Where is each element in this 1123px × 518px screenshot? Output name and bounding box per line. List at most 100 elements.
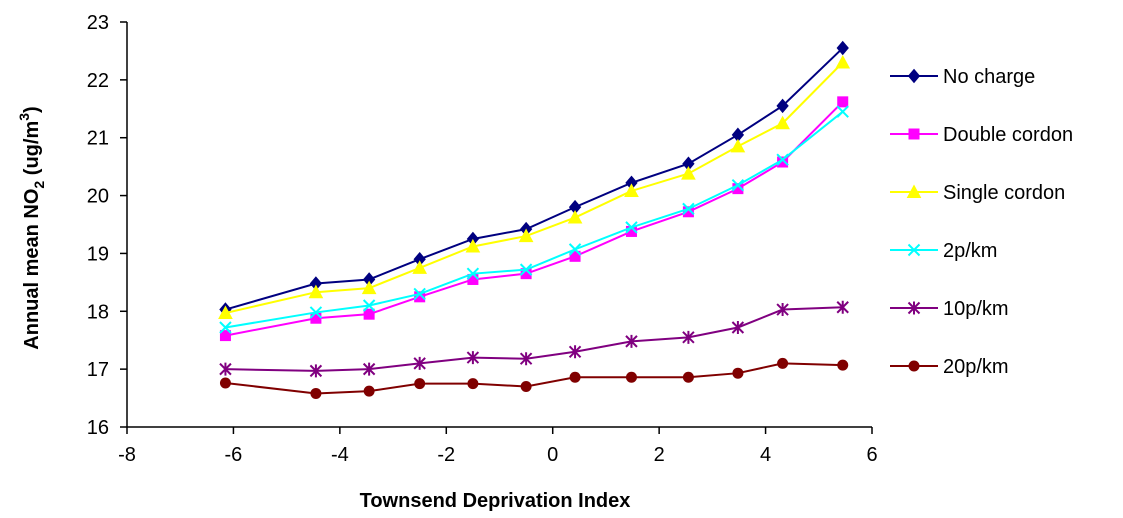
legend-marker — [906, 184, 922, 198]
data-point — [835, 54, 851, 69]
data-point — [836, 40, 849, 56]
data-point — [682, 202, 695, 216]
data-point — [567, 210, 583, 224]
data-point — [520, 268, 532, 280]
data-point — [413, 356, 426, 370]
data-point — [218, 305, 233, 320]
series-1 — [219, 96, 849, 342]
data-point — [219, 377, 231, 389]
legend-item: 20p/km — [890, 356, 1009, 378]
series-line — [225, 110, 844, 329]
x-tick-label: 2 — [654, 444, 665, 466]
legend-item: Single cordon — [890, 182, 1065, 204]
plot-area: 16 17 18 19 20 21 22 23 -8 -6 -4 -2 0 2 4 6 — [87, 12, 878, 466]
series-line — [225, 61, 844, 314]
series-3 — [219, 105, 849, 334]
legend-label: Single cordon — [943, 182, 1065, 204]
data-point — [361, 280, 377, 295]
y-tick-label: 23 — [87, 12, 109, 34]
data-point — [363, 385, 375, 397]
x-tick-label: 6 — [866, 444, 877, 466]
legend-item: 10p/km — [890, 298, 1009, 320]
data-point — [681, 166, 696, 180]
legend: No charge Double cordon Single cordon 2p/km… — [890, 66, 1073, 378]
data-point — [310, 312, 322, 324]
data-point — [625, 225, 637, 237]
data-point — [466, 267, 480, 280]
legend-item: 2p/km — [890, 240, 997, 262]
x-tick-label: -8 — [118, 444, 136, 466]
data-point — [362, 362, 376, 376]
data-point — [568, 243, 582, 256]
series-4 — [219, 300, 849, 378]
data-point — [467, 273, 479, 285]
data-point — [412, 260, 428, 274]
y-tick-label: 22 — [87, 70, 109, 92]
series-5 — [219, 357, 849, 399]
data-point — [836, 300, 849, 314]
x-ticks: -8 -6 -4 -2 0 2 4 6 — [118, 427, 878, 466]
series-line — [225, 101, 844, 337]
series-line — [225, 306, 843, 372]
y-tick-label: 20 — [87, 186, 109, 208]
data-point — [518, 228, 534, 243]
data-point — [466, 351, 480, 365]
data-point — [837, 359, 849, 371]
legend-label: Double cordon — [943, 124, 1073, 146]
data-point — [519, 263, 533, 276]
x-tick-label: 0 — [547, 444, 558, 466]
legend-marker — [908, 360, 920, 372]
data-point — [363, 308, 375, 320]
data-point — [682, 371, 694, 383]
data-point — [731, 178, 745, 192]
data-point — [776, 153, 789, 166]
data-point — [682, 330, 695, 344]
series-2 — [218, 54, 851, 320]
x-tick-label: -4 — [331, 444, 349, 466]
x-axis-title: Townsend Deprivation Index — [360, 490, 631, 512]
data-point — [219, 362, 232, 376]
data-point — [624, 183, 639, 197]
legend-marker — [907, 243, 921, 257]
data-point — [776, 303, 789, 317]
y-tick-label: 17 — [87, 359, 109, 381]
legend-item: No charge — [890, 66, 1035, 88]
y-tick-label: 21 — [87, 128, 109, 150]
y-tick-label: 16 — [87, 417, 109, 439]
data-point — [519, 352, 533, 366]
data-point — [732, 183, 744, 195]
data-point — [219, 321, 232, 334]
legend-marker — [908, 128, 920, 140]
data-point — [308, 284, 324, 299]
data-point — [569, 250, 581, 262]
data-point — [362, 299, 376, 312]
data-point — [730, 138, 746, 153]
data-point — [775, 115, 790, 130]
data-point — [414, 291, 426, 303]
data-point — [625, 221, 638, 234]
data-point — [219, 330, 231, 342]
x-tick-label: 4 — [760, 444, 771, 466]
data-point — [568, 345, 582, 359]
data-point — [625, 334, 638, 348]
legend-marker — [907, 301, 921, 315]
y-tick-label: 18 — [87, 301, 109, 323]
series-0 — [219, 40, 849, 317]
data-point — [414, 378, 426, 390]
data-point — [520, 381, 532, 392]
data-point — [777, 357, 789, 369]
data-point — [625, 371, 637, 383]
data-point — [413, 287, 426, 301]
y-axis-title: Annual mean NO2 (ug/m3) — [16, 106, 47, 349]
legend-marker — [907, 68, 921, 84]
legend-label: 10p/km — [943, 298, 1009, 320]
legend-label: No charge — [943, 66, 1035, 88]
series-line — [225, 47, 844, 311]
data-point — [777, 156, 789, 168]
x-tick-label: -6 — [225, 444, 243, 466]
data-point — [465, 238, 481, 253]
data-point — [732, 367, 744, 379]
data-point — [836, 105, 849, 118]
data-point — [776, 98, 789, 114]
